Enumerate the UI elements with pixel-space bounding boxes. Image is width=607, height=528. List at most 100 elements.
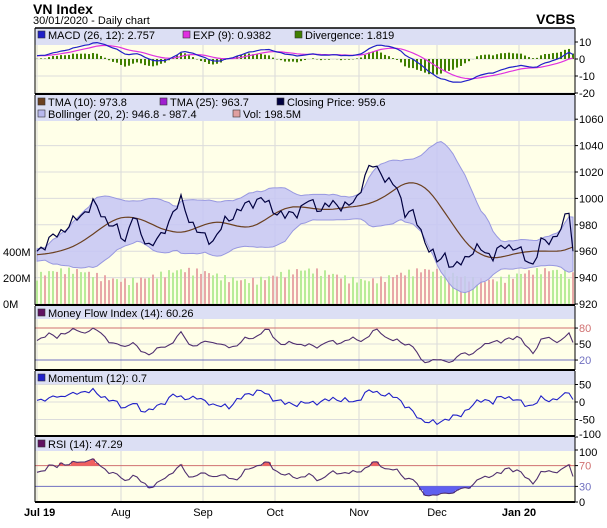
brand-label: VCBS xyxy=(536,11,575,27)
legend-label: Divergence: 1.819 xyxy=(305,30,394,42)
rsi-panel: 100 70 30 0 RSI (14): 47.29 xyxy=(34,437,597,509)
legend-swatch xyxy=(276,97,285,106)
volume-bar xyxy=(184,272,186,304)
divergence-bar xyxy=(516,53,518,59)
y-tick-label: 1040 xyxy=(579,141,603,153)
volume-bar xyxy=(84,272,86,304)
divergence-bar xyxy=(432,59,434,74)
y-tick-label: 0 xyxy=(579,397,585,409)
volume-bar xyxy=(352,276,354,304)
divergence-bar xyxy=(148,59,150,66)
volume-bar xyxy=(408,269,410,304)
volume-bar xyxy=(496,281,498,304)
y-tick-label: -100 xyxy=(579,429,601,441)
macd-line xyxy=(36,41,574,83)
rsi-line xyxy=(36,458,574,497)
rsi-oversold-fill xyxy=(455,486,459,491)
volume-bar xyxy=(444,270,446,304)
legend-swatch xyxy=(182,30,191,39)
divergence-bar xyxy=(340,59,342,61)
volume-tick-label: 0M xyxy=(3,299,18,311)
legend-swatch xyxy=(37,373,46,382)
volume-bar xyxy=(412,276,414,304)
divergence-bar xyxy=(372,51,374,59)
chart-subtitle: 30/01/2020 - Daily chart xyxy=(33,15,150,27)
volume-bar xyxy=(36,280,38,304)
volume-bar xyxy=(116,279,118,304)
divergence-bar xyxy=(200,59,202,62)
divergence-bar xyxy=(124,59,126,67)
divergence-bar xyxy=(304,59,306,61)
divergence-bar xyxy=(120,59,122,65)
rsi-overbought-fill xyxy=(263,462,267,466)
volume-bar xyxy=(552,270,554,304)
divergence-bar xyxy=(280,59,282,61)
volume-bar xyxy=(48,271,50,304)
divergence-bar xyxy=(320,59,322,61)
volume-bar xyxy=(240,280,242,304)
divergence-bar xyxy=(116,59,118,63)
macd-panel: 10 0 -10 -20 MACD (26, 12): 2.757 EXP (9): 0.… xyxy=(34,28,595,100)
volume-bar xyxy=(180,269,182,304)
divergence-bar xyxy=(112,59,114,62)
y-tick-label: 50 xyxy=(579,380,591,392)
volume-bar xyxy=(128,285,130,304)
volume-bar xyxy=(100,281,102,304)
divergence-bar xyxy=(400,59,402,63)
volume-bar xyxy=(76,269,78,304)
volume-bar xyxy=(228,282,230,304)
legend-swatch xyxy=(37,109,46,118)
volume-bar xyxy=(364,280,366,304)
volume-bar xyxy=(272,275,274,304)
divergence-bar xyxy=(76,53,78,59)
x-tick-label: Nov xyxy=(349,507,369,519)
volume-bar xyxy=(328,274,330,304)
volume-bar xyxy=(572,272,574,304)
mfi-legend-bg xyxy=(35,306,575,319)
divergence-bar xyxy=(512,53,514,59)
volume-bar xyxy=(560,273,562,304)
volume-bar xyxy=(196,268,198,304)
rsi-oversold-fill xyxy=(439,486,443,494)
volume-bar xyxy=(556,269,558,304)
rsi-overbought-fill xyxy=(375,461,379,466)
y-tick-label: 20 xyxy=(579,355,591,367)
volume-bar xyxy=(124,278,126,304)
rsi-oversold-fill xyxy=(451,486,455,494)
divergence-bar xyxy=(460,59,462,66)
divergence-bar xyxy=(48,57,50,59)
volume-bar xyxy=(528,270,530,304)
x-tick-label: Jan 20 xyxy=(502,507,536,519)
divergence-bar xyxy=(56,55,58,59)
divergence-bar xyxy=(408,59,410,68)
volume-bar xyxy=(60,268,62,304)
rsi-overbought-fill xyxy=(267,462,271,466)
volume-bar xyxy=(256,284,258,304)
divergence-bar xyxy=(556,52,558,59)
volume-bar xyxy=(384,281,386,304)
volume-bar xyxy=(544,268,546,304)
legend-swatch xyxy=(37,97,46,106)
y-tick-label: 0 xyxy=(579,497,585,509)
divergence-bar xyxy=(212,59,214,65)
volume-bar xyxy=(404,275,406,304)
volume-bar xyxy=(52,271,54,304)
divergence-bar xyxy=(376,51,378,59)
divergence-bar xyxy=(68,54,70,59)
divergence-bar xyxy=(92,53,94,59)
divergence-bar xyxy=(560,51,562,59)
rsi-overbought-fill xyxy=(75,462,79,466)
divergence-bar xyxy=(388,56,390,59)
divergence-bar xyxy=(524,55,526,59)
y-tick-label: 10 xyxy=(579,37,591,49)
volume-bar xyxy=(156,278,158,304)
volume-bar xyxy=(488,279,490,304)
divergence-bar xyxy=(424,59,426,73)
mfi-panel: 80 50 20 Money Flow Index (14): 60.26 xyxy=(34,306,591,371)
divergence-bar xyxy=(100,55,102,59)
divergence-bar xyxy=(260,53,262,59)
divergence-bar xyxy=(456,59,458,68)
volume-bar xyxy=(140,277,142,304)
volume-bar xyxy=(296,269,298,304)
volume-bar xyxy=(148,277,150,304)
